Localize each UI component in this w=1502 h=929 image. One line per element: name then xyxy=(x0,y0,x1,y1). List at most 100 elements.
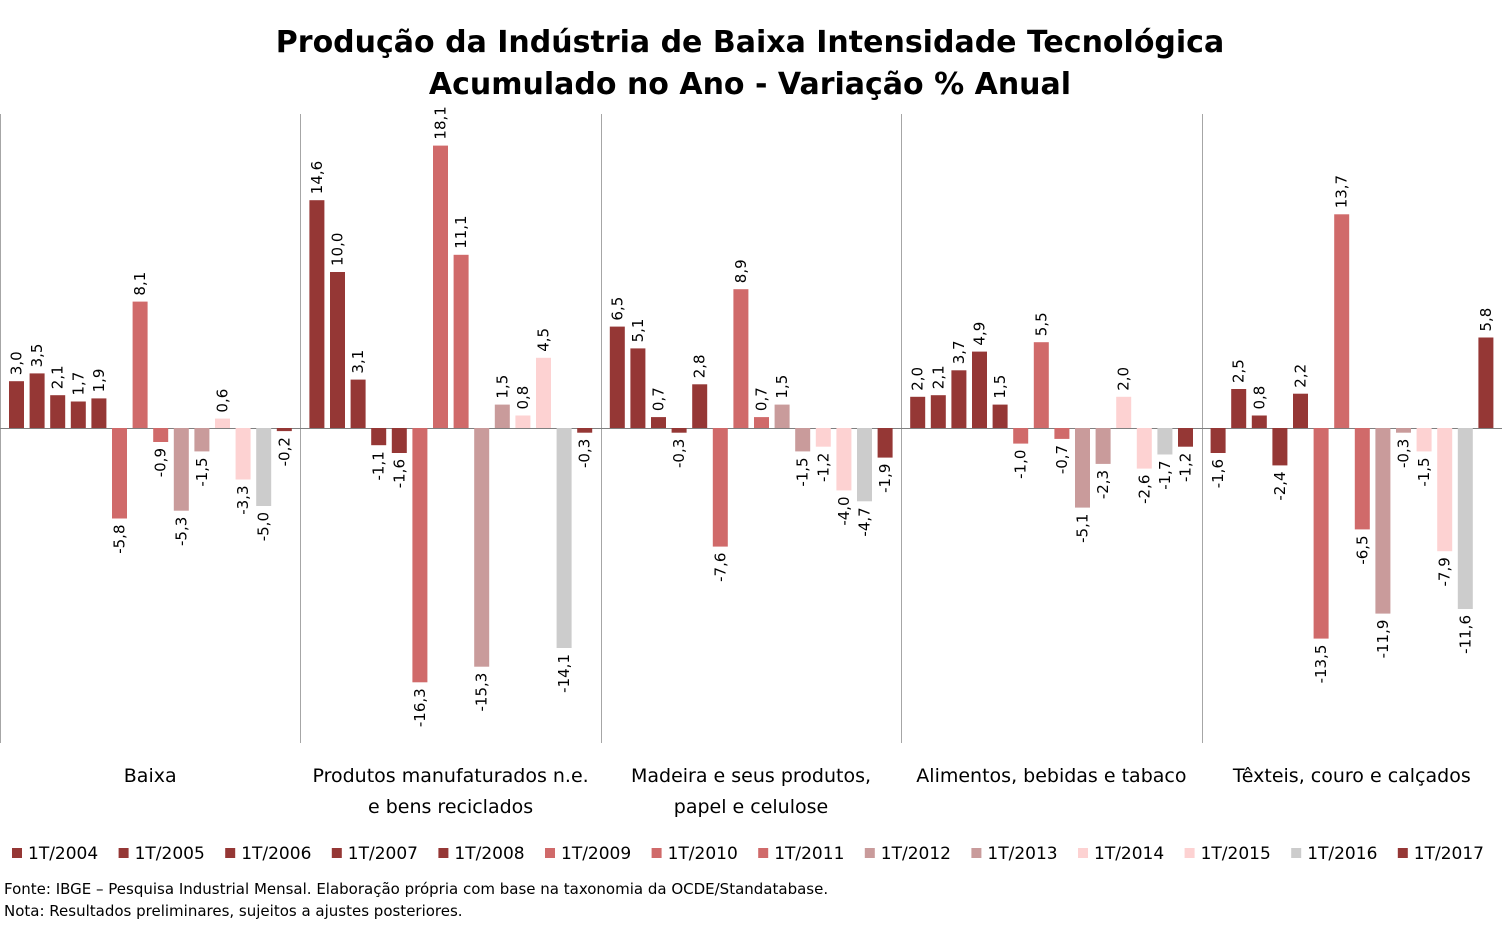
bar-1T-2012-cat-4 xyxy=(1075,428,1090,508)
legend-label: 1T/2016 xyxy=(1307,844,1377,864)
value-label: 3,5 xyxy=(28,344,46,368)
bar-1T-2009-cat-3 xyxy=(712,428,728,547)
legend-swatch xyxy=(1184,848,1195,858)
value-label: 14,6 xyxy=(308,161,326,194)
legend-swatch xyxy=(118,848,129,858)
bar-1T-2006-cat-4 xyxy=(951,370,967,428)
bar-1T-2008-cat-1 xyxy=(91,398,107,428)
value-label: 3,1 xyxy=(349,350,367,374)
value-label: 4,9 xyxy=(971,322,989,346)
legend-label: 1T/2017 xyxy=(1414,844,1484,864)
bar-1T-2004-cat-2 xyxy=(309,200,325,428)
legend: 1T/2004 1T/2005 1T/2006 1T/2007 1T/2008 1T/20… xyxy=(12,844,1484,864)
preliminary-note: Nota: Resultados preliminares, sujeitos … xyxy=(4,902,463,920)
bar-1T-2015-cat-5 xyxy=(1437,428,1453,552)
bar-1T-2014-cat-2 xyxy=(515,415,531,428)
legend-swatch xyxy=(438,848,449,858)
value-label: -2,4 xyxy=(1271,471,1289,500)
bar-1T-2014-cat-3 xyxy=(815,428,831,447)
value-label: 5,8 xyxy=(1477,308,1495,332)
value-label: -4,7 xyxy=(856,507,874,536)
value-label: -1,1 xyxy=(370,451,388,480)
bar-1T-2012-cat-2 xyxy=(474,428,490,667)
bar-1T-2017-cat-3 xyxy=(877,428,893,458)
bar-1T-2015-cat-2 xyxy=(536,357,551,428)
legend-item: 1T/2013 xyxy=(971,844,1058,864)
value-label: 0,8 xyxy=(1250,386,1268,410)
legend-item: 1T/2017 xyxy=(1397,844,1484,864)
legend-swatch xyxy=(12,848,22,858)
value-label: 4,5 xyxy=(535,328,553,352)
value-label: -16,3 xyxy=(411,688,429,727)
chart-title-line-1: Produção da Indústria de Baixa Intensida… xyxy=(276,25,1224,60)
legend-label: 1T/2015 xyxy=(1201,844,1271,864)
legend-label: 1T/2009 xyxy=(561,844,631,864)
legend-item: 1T/2004 xyxy=(12,844,98,864)
value-label: 5,1 xyxy=(629,319,647,343)
bar-1T-2016-cat-4 xyxy=(1157,428,1173,455)
value-label: -3,3 xyxy=(234,486,252,515)
value-label: 2,0 xyxy=(909,367,927,391)
value-label: -0,2 xyxy=(275,437,293,466)
category-label: e bens reciclados xyxy=(368,796,533,818)
legend-item: 1T/2008 xyxy=(438,844,525,864)
value-label: 2,1 xyxy=(929,365,947,389)
bar-1T-2016-cat-5 xyxy=(1457,428,1473,609)
bar-1T-2011-cat-4 xyxy=(1054,428,1070,439)
bar-1T-2009-cat-1 xyxy=(112,428,127,519)
bar-1T-2014-cat-1 xyxy=(215,418,230,428)
value-label: -1,0 xyxy=(1012,450,1030,479)
legend-swatch xyxy=(1397,848,1408,858)
value-label: -0,3 xyxy=(1395,439,1413,468)
bar-1T-2011-cat-1 xyxy=(153,428,169,442)
bar-1T-2017-cat-1 xyxy=(276,428,292,432)
legend-label: 1T/2012 xyxy=(881,844,951,864)
value-label: 2,2 xyxy=(1292,364,1310,388)
footnotes: Fonte: IBGE – Pesquisa Industrial Mensal… xyxy=(4,878,828,922)
value-label: -1,6 xyxy=(1209,459,1227,488)
value-label: 1,7 xyxy=(69,372,87,396)
bar-1T-2016-cat-2 xyxy=(556,428,572,648)
legend-label: 1T/2010 xyxy=(668,844,738,864)
bar-1T-2015-cat-1 xyxy=(235,428,251,480)
value-label: -1,5 xyxy=(193,457,211,486)
bar-1T-2009-cat-2 xyxy=(412,428,428,683)
value-label: 18,1 xyxy=(432,106,450,139)
value-label: 10,0 xyxy=(329,233,347,266)
legend-item: 1T/2014 xyxy=(1078,844,1164,864)
legend-label: 1T/2004 xyxy=(28,844,98,864)
bar-1T-2017-cat-4 xyxy=(1178,428,1193,447)
bar-1T-2010-cat-3 xyxy=(733,289,749,428)
legend-item: 1T/2012 xyxy=(864,844,951,864)
bar-1T-2007-cat-3 xyxy=(671,428,687,433)
legend-item: 1T/2011 xyxy=(758,844,844,864)
bars xyxy=(9,145,1494,683)
bar-1T-2004-cat-3 xyxy=(609,326,625,428)
value-label: -0,7 xyxy=(1053,445,1071,474)
value-label: -7,6 xyxy=(711,553,729,582)
bar-1T-2007-cat-1 xyxy=(70,401,86,428)
value-label: 1,5 xyxy=(991,375,1009,399)
legend-label: 1T/2005 xyxy=(135,844,205,864)
bar-1T-2012-cat-3 xyxy=(774,404,790,428)
value-label: 5,5 xyxy=(1032,312,1050,336)
bar-1T-2016-cat-1 xyxy=(256,428,272,506)
value-label: 0,7 xyxy=(753,387,771,411)
value-label: -0,3 xyxy=(576,439,594,468)
value-label: -13,5 xyxy=(1312,645,1330,684)
value-label: 11,1 xyxy=(452,215,470,248)
bar-1T-2006-cat-1 xyxy=(50,395,66,428)
value-label: 2,8 xyxy=(691,354,709,378)
value-labels: 3,0 3,52,1 1,7 1,9-5,88,1-0,9-5,3-1,50,6-3,… xyxy=(8,106,1495,727)
value-label: -1,5 xyxy=(1415,457,1433,486)
legend-item: 1T/2010 xyxy=(651,844,738,864)
value-label: 2,5 xyxy=(1230,359,1248,383)
value-label: -1,6 xyxy=(390,459,408,488)
category-label: Produtos manufaturados n.e. xyxy=(312,765,588,787)
legend-label: 1T/2011 xyxy=(774,844,844,864)
legend-swatch xyxy=(971,848,982,858)
bar-1T-2008-cat-4 xyxy=(992,404,1008,428)
chart-title-line-2: Acumulado no Ano - Variação % Anual xyxy=(429,67,1071,102)
bar-1T-2010-cat-2 xyxy=(433,145,448,428)
